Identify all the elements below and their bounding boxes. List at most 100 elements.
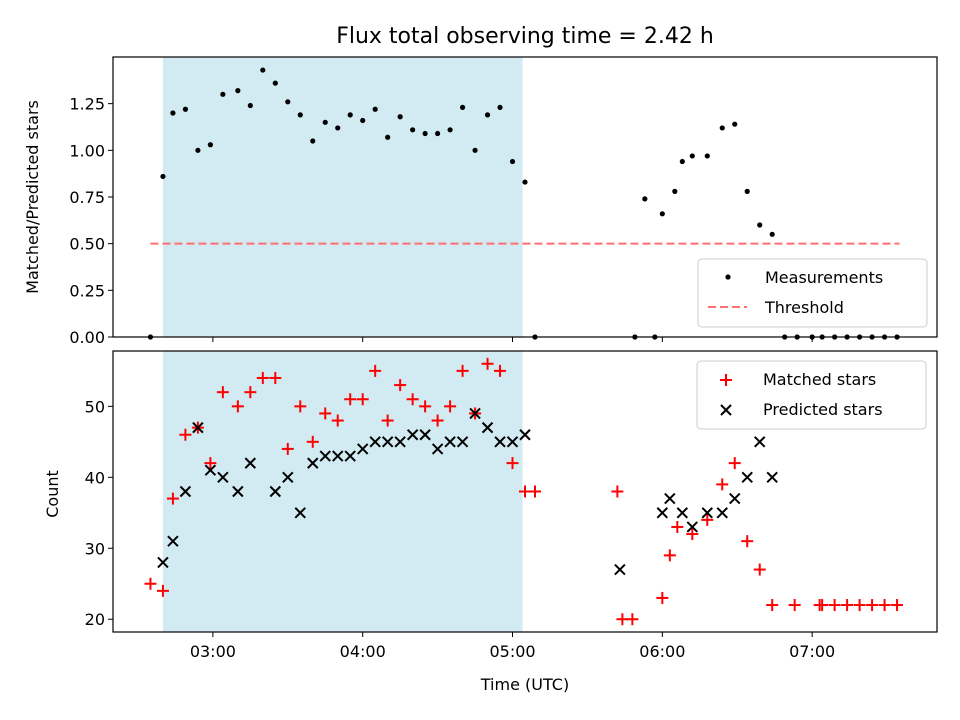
bottom-xlabel: Time (UTC) xyxy=(480,675,569,694)
matched-star-point xyxy=(356,393,369,406)
predicted-star-point xyxy=(344,450,356,462)
predicted-star-point xyxy=(269,485,282,498)
matched-star-point xyxy=(891,599,904,612)
predicted-star-point xyxy=(157,556,169,569)
predicted-star-point xyxy=(204,464,217,476)
matched-star-point xyxy=(166,492,179,505)
top-ytick-label: 0.75 xyxy=(69,188,105,207)
observing-span-shade xyxy=(162,57,523,337)
bottom-ytick-label: 50 xyxy=(85,397,105,416)
predicted-star-point xyxy=(701,507,713,519)
measurement-point xyxy=(509,158,516,165)
bottom-ytick-label: 20 xyxy=(85,610,105,629)
matched-star-point xyxy=(394,379,407,392)
measurement-point xyxy=(704,153,710,159)
measurement-point xyxy=(719,125,725,131)
measurement-point xyxy=(235,88,241,94)
measurement-point xyxy=(497,104,503,110)
matched-star-point xyxy=(741,535,754,548)
bottom-xtick-label: 07:00 xyxy=(789,642,835,661)
matched-star-point xyxy=(281,442,294,455)
predicted-star-point xyxy=(676,507,689,519)
matched-star-point xyxy=(456,364,469,377)
matched-star-point xyxy=(244,386,257,399)
measurement-point xyxy=(260,67,266,73)
predicted-star-point xyxy=(456,436,469,448)
matched-star-point xyxy=(269,371,282,384)
predicted-star-point xyxy=(519,429,531,441)
matched-star-point xyxy=(381,414,394,427)
matched-star-point xyxy=(866,599,879,612)
measurement-point xyxy=(757,222,763,228)
matched-star-point xyxy=(331,414,344,427)
bottom-xtick-label: 05:00 xyxy=(489,642,535,661)
matched-star-point xyxy=(853,599,866,612)
measurement-point xyxy=(472,147,478,153)
legend-predicted-marker xyxy=(720,404,732,416)
top-ytick-label: 1.00 xyxy=(69,141,105,160)
measurement-point xyxy=(220,91,226,97)
matched-star-point xyxy=(256,371,269,384)
measurement-point xyxy=(689,153,695,159)
predicted-star-point xyxy=(481,421,494,434)
matched-star-point xyxy=(788,599,801,612)
measurement-point xyxy=(642,196,648,202)
matched-star-point xyxy=(816,599,829,612)
predicted-star-point xyxy=(506,436,519,448)
legend-measurements-marker xyxy=(725,274,731,280)
matched-star-point xyxy=(319,407,332,420)
top-ytick-label: 1.25 xyxy=(69,95,105,114)
measurement-point xyxy=(397,114,403,120)
predicted-star-point xyxy=(381,436,394,448)
top-ytick-label: 0.25 xyxy=(69,281,105,300)
measurement-point xyxy=(422,130,428,137)
matched-star-point xyxy=(611,485,624,498)
legend-matched-marker xyxy=(720,374,732,386)
predicted-star-point xyxy=(282,471,294,484)
measurement-point xyxy=(410,127,416,133)
top-ylabel: Matched/Predicted stars xyxy=(23,100,42,294)
predicted-star-point xyxy=(232,485,244,498)
predicted-star-point xyxy=(307,457,319,469)
matched-star-point xyxy=(656,591,669,604)
matched-star-point xyxy=(828,599,841,612)
top-panel: 0.00 0.25 0.50 0.75 1.00 1.25 Matched/Predict… xyxy=(23,56,938,347)
matched-star-point xyxy=(766,599,779,612)
bottom-legend: Matched stars Predicted stars xyxy=(696,360,927,430)
measurement-point xyxy=(247,102,253,109)
matched-star-point xyxy=(528,485,541,498)
matched-star-point xyxy=(444,400,457,413)
predicted-star-point xyxy=(244,457,257,469)
measurement-point xyxy=(672,188,678,194)
predicted-star-point xyxy=(167,535,179,547)
measurement-point xyxy=(297,112,303,118)
matched-star-point xyxy=(663,549,676,562)
legend-measurements-label: Measurements xyxy=(765,268,883,287)
matched-star-point xyxy=(481,357,494,370)
bottom-xtick-label: 06:00 xyxy=(639,642,685,661)
legend-matched-label: Matched stars xyxy=(763,370,876,389)
bottom-xtick-label: 03:00 xyxy=(190,642,236,661)
measurement-point xyxy=(744,188,750,194)
predicted-star-point xyxy=(179,485,192,498)
predicted-star-point xyxy=(356,443,369,455)
bottom-ytick-label: 30 xyxy=(85,539,105,558)
measurement-point xyxy=(272,80,278,86)
predicted-star-point xyxy=(406,429,419,441)
measurement-point xyxy=(447,127,453,133)
predicted-star-point xyxy=(686,521,699,533)
bottom-panel: 20 30 40 50 03:00 04:00 05:00 06:00 07:00 Count… xyxy=(43,350,938,694)
matched-star-point xyxy=(306,435,319,448)
matched-star-point xyxy=(626,613,639,626)
measurement-point xyxy=(732,121,738,127)
measurement-point xyxy=(769,231,775,237)
measurement-point xyxy=(385,134,391,140)
matched-star-point xyxy=(671,520,684,533)
measurement-point xyxy=(182,106,189,112)
predicted-star-point xyxy=(614,563,626,576)
bottom-plot-frame xyxy=(112,350,938,633)
measurement-point xyxy=(484,112,491,118)
predicted-star-point xyxy=(192,421,204,434)
matched-star-point xyxy=(344,393,357,406)
measurement-point xyxy=(310,138,316,144)
